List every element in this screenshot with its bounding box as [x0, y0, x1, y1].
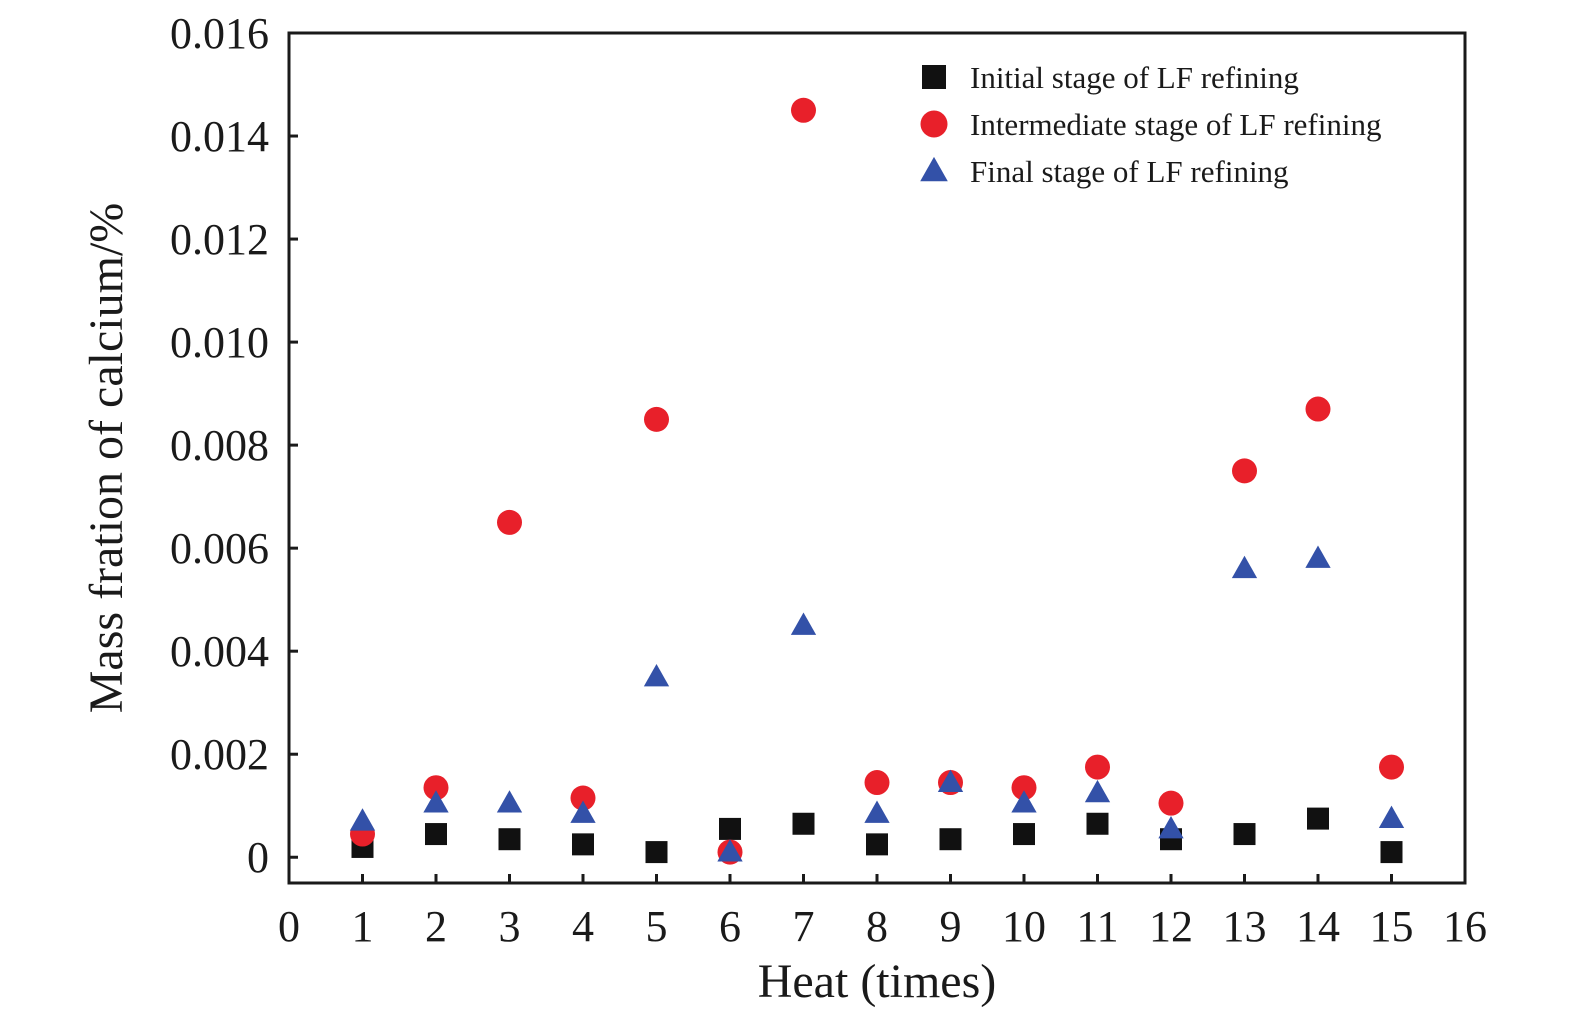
data-point-square [1086, 812, 1109, 835]
data-point-square [1380, 841, 1403, 864]
data-point-circle [864, 770, 890, 796]
x-tick-label: 12 [1149, 902, 1193, 951]
x-tick-label: 9 [940, 902, 962, 951]
data-point-circle [1305, 396, 1331, 422]
x-axis-label: Heat (times) [758, 955, 997, 1008]
series-circle-points [350, 97, 1404, 865]
legend: Initial stage of LF refining Intermediate… [920, 60, 1381, 189]
x-axis-ticks: 0 1 2 3 4 5 6 7 8 9 10 11 12 13 14 15 16 [278, 874, 1487, 951]
data-point-triangle [864, 800, 890, 823]
data-point-triangle [790, 612, 817, 635]
data-point-triangle [349, 808, 376, 831]
x-tick-label: 8 [866, 902, 888, 951]
data-point-circle [1085, 754, 1110, 780]
data-point-circle [570, 785, 596, 811]
y-tick-label: 0.014 [170, 112, 269, 161]
data-point-square [792, 812, 815, 835]
legend-label: Final stage of LF refining [970, 154, 1289, 189]
legend-marker-circle [920, 110, 948, 138]
x-tick-label: 14 [1296, 902, 1340, 951]
data-point-triangle [496, 790, 523, 813]
data-point-square [1013, 823, 1035, 846]
y-tick-label: 0.006 [170, 524, 269, 573]
x-tick-label: 5 [646, 902, 668, 951]
x-tick-label: 1 [352, 902, 374, 951]
x-tick-label: 4 [572, 902, 594, 951]
x-tick-label: 13 [1223, 902, 1267, 951]
data-point-circle [791, 97, 816, 123]
data-point-triangle [1378, 805, 1405, 829]
legend-label: Initial stage of LF refining [970, 60, 1299, 95]
y-tick-label: 0.010 [170, 318, 269, 367]
data-point-square [572, 833, 594, 856]
y-tick-label: 0.002 [170, 730, 269, 779]
data-point-triangle [570, 800, 596, 823]
data-point-circle [644, 406, 669, 432]
data-point-triangle [1158, 815, 1184, 839]
y-tick-label: 0.012 [170, 215, 269, 264]
data-point-triangle [717, 839, 743, 862]
x-tick-label: 2 [425, 902, 447, 951]
y-tick-label: 0.004 [170, 627, 269, 676]
data-point-square [1307, 807, 1329, 830]
y-tick-label: 0.016 [170, 9, 269, 58]
data-point-square [866, 833, 888, 856]
data-point-circle [497, 509, 522, 535]
data-point-square [425, 823, 447, 846]
data-point-circle [1232, 458, 1257, 484]
data-point-triangle [1231, 555, 1258, 579]
legend-marker-triangle [920, 156, 948, 182]
legend-label: Intermediate stage of LF refining [970, 107, 1381, 142]
data-point-triangle [1084, 779, 1111, 803]
data-point-square [645, 841, 668, 864]
data-point-circle [1011, 775, 1037, 801]
data-point-square [719, 817, 741, 840]
data-point-square [1233, 823, 1256, 846]
x-tick-label: 10 [1002, 902, 1046, 951]
data-point-square [939, 828, 962, 851]
data-point-circle [1379, 754, 1404, 780]
x-tick-label: 6 [719, 902, 741, 951]
data-point-triangle [937, 769, 964, 792]
x-tick-label: 16 [1443, 902, 1487, 951]
x-tick-label: 3 [499, 902, 521, 951]
data-point-triangle [643, 663, 670, 687]
x-tick-label: 7 [793, 902, 815, 951]
series-triangle-points [349, 545, 1405, 862]
data-point-triangle [1011, 790, 1037, 813]
y-tick-label: 0 [247, 833, 269, 882]
data-point-triangle [1305, 545, 1331, 568]
data-point-triangle [423, 790, 449, 813]
y-axis-label: Mass fration of calcium/% [80, 203, 133, 714]
data-point-square [498, 828, 521, 851]
plot-area-frame [287, 31, 1467, 885]
x-tick-label: 0 [278, 902, 300, 951]
data-point-circle [1158, 790, 1184, 816]
x-tick-label: 11 [1076, 902, 1118, 951]
y-tick-label: 0.008 [170, 421, 269, 470]
y-axis-ticks: 0 0.002 0.004 0.006 0.008 0.010 0.012 0.014 0.01… [170, 9, 298, 882]
data-point-circle [423, 775, 449, 801]
data-markers [349, 97, 1405, 865]
x-tick-label: 15 [1370, 902, 1414, 951]
legend-marker-square [922, 65, 946, 89]
